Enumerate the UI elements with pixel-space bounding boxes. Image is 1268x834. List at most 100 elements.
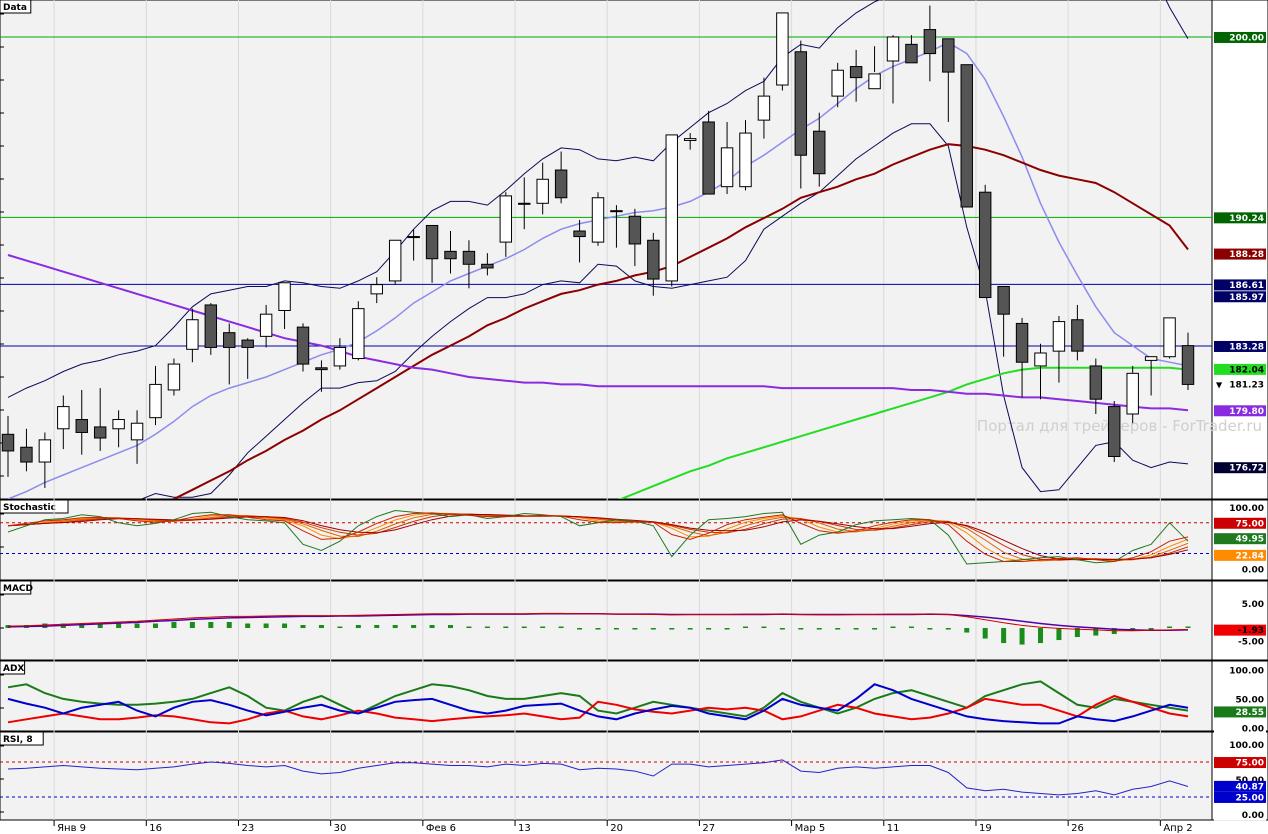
candle[interactable] (849, 49, 863, 102)
bollinger_upper-line[interactable] (7, 0, 1189, 398)
macd-histogram-bar[interactable] (300, 625, 306, 629)
candle[interactable] (628, 208, 642, 267)
macd-histogram-bar[interactable] (171, 622, 177, 629)
candle[interactable] (739, 120, 752, 191)
macd-histogram-bar[interactable] (521, 626, 527, 629)
macd-histogram-bar[interactable] (1001, 628, 1007, 644)
macd-histogram-bar[interactable] (79, 623, 85, 629)
candle[interactable] (462, 240, 476, 289)
macd-histogram-bar[interactable] (687, 628, 693, 630)
macd-histogram-bar[interactable] (116, 623, 122, 629)
macd-histogram-bar[interactable] (798, 628, 804, 630)
macd-histogram-bar[interactable] (669, 628, 675, 630)
candle[interactable] (1052, 316, 1066, 383)
stochastic-smoothed-line[interactable] (7, 514, 1189, 561)
candle[interactable] (886, 35, 900, 104)
candle[interactable] (259, 304, 273, 348)
macd-histogram-bar[interactable] (392, 625, 398, 629)
candle[interactable] (923, 5, 937, 82)
macd-histogram-bar[interactable] (927, 628, 933, 630)
macd-histogram-bar[interactable] (540, 626, 546, 629)
candle[interactable] (1108, 401, 1121, 463)
candle[interactable] (481, 253, 494, 276)
macd-histogram-bar[interactable] (503, 626, 509, 629)
candle[interactable] (702, 110, 715, 195)
candle[interactable] (591, 192, 605, 246)
candle[interactable] (1181, 332, 1195, 390)
macd-plot[interactable] (5, 612, 1191, 645)
macd-histogram-bar[interactable] (890, 626, 896, 629)
macd-histogram-bar[interactable] (374, 625, 380, 629)
macd-histogram-bar[interactable] (982, 628, 988, 639)
macd-histogram-bar[interactable] (908, 626, 914, 629)
candle[interactable] (960, 64, 973, 208)
candle[interactable] (647, 232, 660, 296)
macd-histogram-bar[interactable] (134, 623, 140, 629)
candle[interactable] (20, 428, 33, 472)
macd-histogram-bar[interactable] (650, 628, 656, 630)
candle[interactable] (610, 205, 623, 248)
adx-line[interactable] (7, 683, 1189, 725)
candle[interactable] (223, 323, 236, 385)
candle[interactable] (554, 151, 568, 204)
candle[interactable] (444, 231, 457, 274)
candle[interactable] (75, 389, 88, 455)
candle[interactable] (278, 282, 291, 329)
candle[interactable] (388, 239, 402, 285)
candle[interactable] (499, 192, 513, 257)
candle[interactable] (352, 301, 365, 361)
macd-histogram-bar[interactable] (595, 628, 601, 630)
macd-histogram-bar[interactable] (743, 626, 748, 629)
macd-histogram-bar[interactable] (872, 628, 878, 630)
macd-histogram-bar[interactable] (632, 628, 638, 630)
macd-histogram-bar[interactable] (1167, 626, 1173, 629)
candle[interactable] (186, 308, 199, 363)
candle[interactable] (38, 432, 52, 488)
ma_long-line[interactable] (377, 366, 1189, 568)
candle[interactable] (536, 162, 549, 215)
macd-histogram-bar[interactable] (724, 628, 730, 630)
macd-histogram-bar[interactable] (613, 628, 619, 630)
macd-histogram-bar[interactable] (853, 628, 859, 630)
adx-di-plus-line[interactable] (7, 680, 1189, 718)
candle[interactable] (757, 77, 771, 139)
macd-histogram-bar[interactable] (558, 626, 564, 629)
macd-histogram-bar[interactable] (245, 623, 251, 629)
candle[interactable] (665, 134, 678, 287)
candle[interactable] (683, 133, 697, 150)
macd-histogram-bar[interactable] (411, 625, 417, 629)
macd-histogram-bar[interactable] (466, 626, 472, 629)
candle[interactable] (315, 360, 328, 392)
macd-histogram-bar[interactable] (779, 628, 785, 630)
macd-histogram-bar[interactable] (1185, 626, 1191, 629)
candle[interactable] (149, 365, 162, 426)
macd-histogram-bar[interactable] (208, 622, 214, 629)
macd-histogram-bar[interactable] (282, 623, 288, 629)
macd-histogram-bar[interactable] (1093, 628, 1099, 636)
candle[interactable] (1144, 356, 1158, 396)
candle[interactable] (1163, 317, 1176, 359)
macd-histogram-bar[interactable] (153, 623, 158, 629)
candle[interactable] (1126, 365, 1139, 424)
candle[interactable] (942, 38, 955, 122)
macd-histogram-bar[interactable] (429, 625, 435, 629)
adx-di-minus-line[interactable] (7, 694, 1189, 725)
macd-histogram-bar[interactable] (761, 626, 767, 629)
macd-histogram-bar[interactable] (97, 623, 103, 629)
stochastic-k-line[interactable] (7, 509, 1189, 565)
stochastic-smoothed-line[interactable] (7, 512, 1189, 563)
candle[interactable] (370, 277, 383, 304)
macd-histogram-bar[interactable] (189, 622, 195, 629)
macd-histogram-bar[interactable] (337, 626, 343, 629)
candle[interactable] (1, 415, 15, 477)
candle[interactable] (333, 338, 347, 370)
candle[interactable] (296, 323, 310, 372)
macd-histogram-bar[interactable] (577, 628, 583, 630)
stochastic-plot[interactable] (0, 509, 1212, 565)
candle[interactable] (204, 303, 218, 355)
candle[interactable] (1071, 304, 1084, 361)
candle[interactable] (1034, 343, 1047, 400)
candle[interactable] (112, 410, 125, 448)
candle[interactable] (905, 35, 918, 64)
macd-histogram-bar[interactable] (945, 628, 951, 630)
